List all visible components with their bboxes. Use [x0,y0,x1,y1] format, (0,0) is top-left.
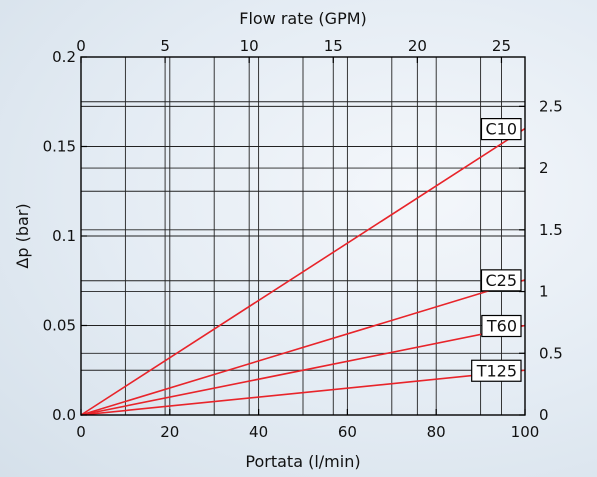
series-labels: C10 C25 T60 T125 [471,118,522,382]
series-line-c10 [80,127,526,416]
x2-tick-label: 25 [492,37,511,55]
x-tick-label: 100 [511,423,540,441]
x-tick-label: 20 [160,423,179,441]
series-label-box-c10 [480,118,522,141]
series-line-t125 [80,369,526,416]
y-tick-label: 0.05 [43,317,76,335]
y-tick-label: 0.15 [43,138,76,156]
x2-tick-label: 0 [76,37,86,55]
series-label-t60: T60 [486,317,517,336]
x2-tick-label: 15 [324,37,343,55]
series-line-t60 [80,324,526,416]
x-axis-title: Portata (l/min) [245,452,360,471]
x2-tick-label: 10 [240,37,259,55]
y2-tick-label: 2 [539,159,549,177]
y-tick-label: 0.1 [52,227,76,245]
y2-tick-label: 2.5 [539,97,563,115]
y2-tick-label: 1 [539,283,549,301]
series-label-box-t125 [471,359,522,382]
top-axis-title: Flow rate (GPM) [239,9,367,28]
series-label-box-t60 [481,314,522,338]
y-tick-label: 0.0 [52,406,76,424]
x-tick-label: 40 [249,423,268,441]
x2-tick-label: 5 [160,37,170,55]
y2-tick-label: 0.5 [539,344,563,362]
series-label-c10: C10 [485,120,517,139]
tick-marks [80,56,526,416]
y2-tick-label: 1.5 [539,221,563,239]
y-tick-label: 0.2 [52,48,76,66]
grid [81,57,525,415]
series-label-box-c25 [480,269,522,292]
x2-tick-label: 20 [408,37,427,55]
y2-tick-label: 0 [539,406,549,424]
series-label-c25: C25 [485,271,517,290]
y-axis-title: Δp (bar) [13,203,32,268]
x-tick-label: 60 [338,423,357,441]
series-label-t125: T125 [476,361,517,380]
series-line-c25 [80,279,526,416]
x-tick-label: 80 [427,423,446,441]
x-tick-label: 0 [76,423,86,441]
series-lines [80,127,526,416]
